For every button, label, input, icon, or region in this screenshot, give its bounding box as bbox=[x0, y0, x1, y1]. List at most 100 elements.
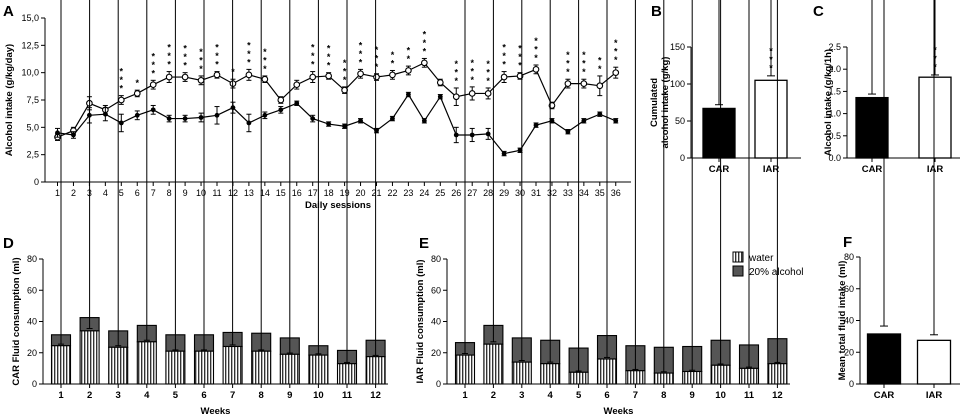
panel-a-significance-star: * bbox=[614, 47, 618, 57]
panel-c-y-tick-label: 1.5 bbox=[828, 86, 841, 96]
panel-a-x-tick-label: 29 bbox=[499, 188, 509, 198]
panel-a-x-tick-label: 35 bbox=[595, 188, 605, 198]
panel-d-y-tick-label: 60 bbox=[27, 285, 37, 295]
panel-a-x-tick-label: 26 bbox=[451, 188, 461, 198]
panel-c-x-tick-label: CAR bbox=[862, 164, 883, 175]
panel-d-bar-water bbox=[136, 341, 157, 385]
panel-a-significance-star: * bbox=[407, 46, 411, 56]
panel-a-series-car-point bbox=[549, 118, 555, 124]
panel-a-significance-star: * bbox=[311, 43, 315, 53]
panel-a-series-iar-point bbox=[612, 69, 620, 77]
panel-a-x-tick-label: 6 bbox=[135, 188, 140, 198]
panel-a-series-iar-point bbox=[213, 71, 221, 79]
panel-a-significance-star: * bbox=[311, 60, 315, 70]
panel-e-bar-water bbox=[625, 370, 646, 385]
panel-a-series-car-point bbox=[182, 116, 188, 121]
panel-a-significance-star: * bbox=[614, 55, 618, 65]
panel-a-series-iar-point bbox=[149, 81, 157, 89]
panel-f-bar-car bbox=[866, 333, 902, 385]
panel-a-significance-star: * bbox=[183, 52, 187, 62]
panel-a-significance-star: * bbox=[582, 59, 586, 69]
panel-a-y-tick-label: 10,0 bbox=[21, 68, 39, 78]
panel-d-x-tick-label: 1 bbox=[58, 390, 64, 401]
panel-a-y-tick-label: 15,0 bbox=[21, 13, 39, 23]
panel-a-series-car-point bbox=[581, 118, 587, 124]
panel-a-series-car-point bbox=[501, 151, 507, 156]
panel-a-significance-star: * bbox=[183, 61, 187, 71]
panel-a-x-tick-label: 20 bbox=[356, 188, 366, 198]
panel-f-x-tick-label: IAR bbox=[926, 390, 943, 401]
panel-a-series-car-point bbox=[406, 92, 411, 97]
panel-a-series-iar-point bbox=[309, 73, 317, 81]
panel-d-y-tick-label: 0 bbox=[32, 379, 37, 389]
panel-d-bar-water bbox=[79, 330, 100, 385]
panel-b-y-tick-label: 150 bbox=[670, 42, 685, 52]
panel-e-bar-water bbox=[710, 364, 731, 385]
panel-d-x-tick-label: 7 bbox=[230, 390, 235, 401]
panel-e-bar-water bbox=[767, 363, 788, 385]
panel-a-significance-star: * bbox=[486, 76, 490, 86]
panel-a-x-tick-label: 19 bbox=[340, 188, 350, 198]
panel-a-series-car-point bbox=[453, 132, 459, 138]
panel-a-x-tick-label: 28 bbox=[483, 188, 493, 198]
panel-e-y-axis-label: IAR Fluid consumption (ml) bbox=[415, 259, 426, 383]
panel-a-x-tick-label: 22 bbox=[387, 188, 397, 198]
panel-a-significance-star: * bbox=[120, 75, 124, 85]
panel-e-letter: E bbox=[419, 235, 429, 252]
panel-d-x-tick-label: 8 bbox=[259, 390, 264, 401]
panel-a-x-tick-label: 17 bbox=[308, 188, 318, 198]
panel-a-series-iar-point bbox=[436, 79, 444, 86]
panel-a-significance-star: * bbox=[614, 38, 618, 48]
panel-a-series-iar-point bbox=[596, 82, 604, 90]
panel-a-series-iar-point bbox=[405, 67, 412, 74]
panel-a-series-car-point bbox=[55, 130, 60, 136]
panel-a-significance-star: * bbox=[454, 76, 458, 86]
panel-c-x-tick-label: IAR bbox=[927, 164, 944, 175]
panel-c-y-tick-label: 1.0 bbox=[828, 109, 841, 119]
panel-a-x-tick-label: 16 bbox=[292, 188, 302, 198]
panel-e-x-tick-label: 4 bbox=[548, 390, 554, 401]
panel-a-significance-star: * bbox=[534, 53, 538, 63]
panel-a-series-car-point bbox=[214, 112, 220, 118]
panel-a-significance-star: * bbox=[423, 38, 427, 48]
panel-d-y-tick-label: 80 bbox=[27, 254, 37, 264]
panel-a-significance-star: * bbox=[327, 61, 331, 71]
panel-a-significance-star: * bbox=[167, 60, 171, 70]
panel-a-significance-star: * bbox=[151, 60, 155, 70]
panel-a-series-car-point bbox=[198, 115, 204, 120]
panel-a-significance-star: * bbox=[263, 64, 267, 74]
panel-a-significance-star: * bbox=[582, 50, 586, 60]
panel-a-significance-star: * bbox=[263, 47, 267, 57]
panel-e-x-tick-label: 8 bbox=[661, 390, 666, 401]
panel-a-significance-star: * bbox=[327, 44, 331, 54]
panel-a-x-tick-label: 30 bbox=[515, 188, 525, 198]
panel-a-series-car-point bbox=[342, 123, 347, 129]
panel-d-bar-water bbox=[222, 345, 243, 385]
panel-f-y-tick-label: 0 bbox=[849, 379, 854, 389]
panel-e-x-tick-label: 9 bbox=[690, 390, 695, 401]
panel-a-series-iar-point bbox=[532, 66, 540, 73]
panel-c-y-tick-label: 2.0 bbox=[828, 64, 841, 74]
panel-a-series-car-point bbox=[262, 112, 268, 118]
panel-a-significance-star: * bbox=[199, 64, 203, 74]
panel-a-y-axis-label: Alcohol intake (g/kg/day) bbox=[4, 44, 15, 156]
panel-a-x-tick-label: 18 bbox=[324, 188, 334, 198]
panel-b-letter: B bbox=[651, 3, 662, 20]
panel-f-bar-iar bbox=[916, 339, 952, 385]
panel-a-series-iar-point bbox=[117, 96, 125, 104]
panel-a-x-tick-label: 14 bbox=[260, 188, 270, 198]
panel-c-significance-star: * bbox=[933, 53, 937, 63]
panel-a-x-axis-label: Daily sessions bbox=[305, 200, 371, 211]
panel-e-x-tick-label: 7 bbox=[633, 390, 638, 401]
panel-e-y-tick-label: 20 bbox=[431, 348, 441, 358]
panel-a-series-iar-point bbox=[197, 76, 205, 84]
panel-a-series-iar-point bbox=[325, 72, 333, 80]
panel-c-bar-car bbox=[855, 96, 889, 159]
panel-b-significance-star: * bbox=[769, 63, 773, 73]
panel-d-x-tick-label: 4 bbox=[144, 390, 150, 401]
panel-b-significance-star: * bbox=[769, 54, 773, 64]
panel-a-significance-star: * bbox=[566, 59, 570, 69]
panel-a-x-tick-label: 32 bbox=[547, 188, 557, 198]
panel-a-series-car-point bbox=[485, 131, 491, 137]
